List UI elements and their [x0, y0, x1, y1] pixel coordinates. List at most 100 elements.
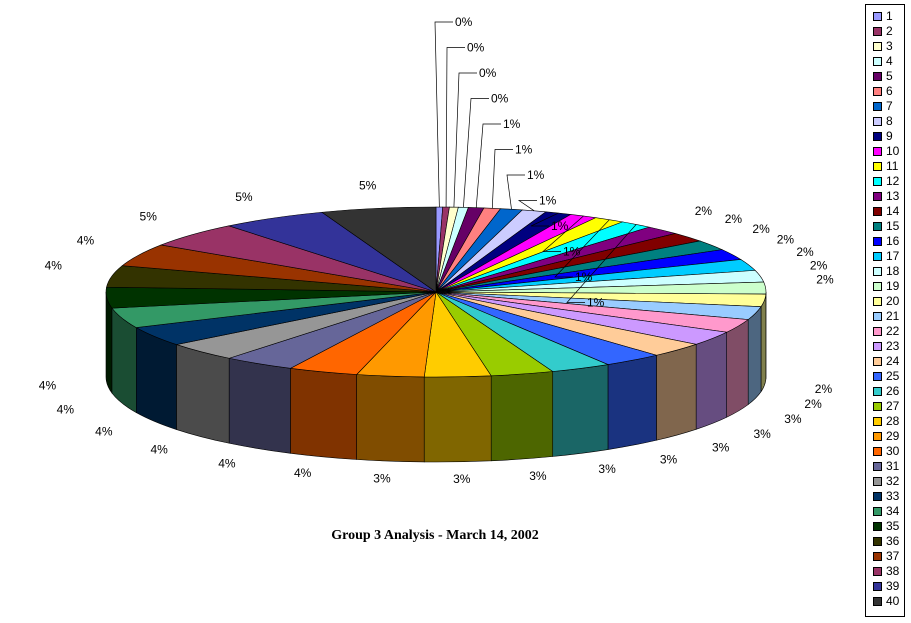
- legend-label-10: 10: [886, 144, 900, 158]
- legend-label-18: 18: [886, 264, 900, 278]
- legend-swatch-24: [873, 356, 882, 366]
- legend-item-6: 6: [873, 84, 893, 98]
- data-label-32: 4%: [150, 443, 168, 457]
- data-label-3: 0%: [479, 66, 497, 80]
- data-label-35: 4%: [39, 379, 57, 393]
- legend-item-10: 10: [873, 144, 899, 158]
- legend-item-11: 11: [873, 159, 898, 173]
- data-label-1: 0%: [455, 15, 473, 29]
- pie-slice-side-27: [490, 371, 554, 462]
- legend-label-40: 40: [886, 594, 900, 608]
- legend-swatch-9: [873, 131, 882, 141]
- legend-label-23: 23: [886, 339, 900, 353]
- data-label-31: 4%: [218, 457, 236, 471]
- legend-label-31: 31: [886, 459, 900, 473]
- data-label-17: 2%: [796, 245, 814, 259]
- legend-swatch-10: [873, 146, 882, 156]
- legend-swatch-40: [873, 596, 882, 606]
- legend-item-19: 19: [873, 279, 899, 293]
- leader-line-6: [491, 149, 513, 209]
- leader-line-4: [463, 98, 489, 208]
- data-label-27: 3%: [529, 469, 547, 483]
- pie-slice-side-28: [423, 375, 492, 463]
- legend-label-4: 4: [886, 54, 893, 68]
- legend-swatch-15: [873, 221, 882, 231]
- legend-label-34: 34: [886, 504, 900, 518]
- data-label-8: 1%: [539, 194, 557, 208]
- legend-item-18: 18: [873, 264, 899, 278]
- data-label-37: 4%: [77, 233, 95, 247]
- legend-swatch-30: [873, 446, 882, 456]
- legend-item-39: 39: [873, 579, 899, 593]
- legend-item-3: 3: [873, 39, 893, 53]
- legend-label-27: 27: [886, 399, 900, 413]
- legend-swatch-18: [873, 266, 882, 276]
- legend-swatch-25: [873, 371, 882, 381]
- data-label-38: 5%: [140, 209, 158, 223]
- legend-swatch-17: [873, 251, 882, 261]
- legend-item-12: 12: [873, 174, 899, 188]
- legend-item-30: 30: [873, 444, 899, 458]
- legend-swatch-36: [873, 536, 882, 546]
- legend-item-9: 9: [873, 129, 893, 143]
- leader-line-1: [434, 21, 453, 208]
- leader-line-12: [566, 224, 637, 303]
- legend-item-1: 1: [873, 9, 893, 23]
- legend-label-5: 5: [886, 69, 893, 83]
- legend-swatch-39: [873, 581, 882, 591]
- data-label-19: 2%: [816, 272, 834, 286]
- legend-label-19: 19: [886, 279, 900, 293]
- data-label-22: 3%: [784, 412, 802, 426]
- data-label-34: 4%: [57, 403, 75, 417]
- pie-slice-side-31: [228, 357, 291, 454]
- legend-item-7: 7: [873, 99, 893, 113]
- legend-swatch-38: [873, 566, 882, 576]
- legend-label-2: 2: [886, 24, 893, 38]
- pie-slice-side-20: [760, 294, 767, 393]
- legend-item-26: 26: [873, 384, 899, 398]
- legend-swatch-8: [873, 116, 882, 126]
- legend-swatch-16: [873, 236, 882, 246]
- data-label-12: 1%: [587, 296, 605, 310]
- legend-item-5: 5: [873, 69, 893, 83]
- legend-label-14: 14: [886, 204, 900, 218]
- pie-slice-side-30: [290, 367, 357, 460]
- leader-line-2: [445, 47, 465, 208]
- legend-item-22: 22: [873, 324, 899, 338]
- legend-label-38: 38: [886, 564, 900, 578]
- legend-swatch-26: [873, 386, 882, 396]
- pie-slice-side-22: [726, 318, 749, 418]
- legend-swatch-19: [873, 281, 882, 291]
- pie-slice-40: [321, 206, 437, 293]
- legend-label-24: 24: [886, 354, 900, 368]
- legend-label-3: 3: [886, 39, 893, 53]
- data-label-6: 1%: [515, 143, 533, 157]
- legend-item-14: 14: [873, 204, 899, 218]
- data-label-2: 0%: [467, 41, 485, 55]
- legend-swatch-31: [873, 461, 882, 471]
- legend-swatch-4: [873, 56, 882, 66]
- legend-swatch-13: [873, 191, 882, 201]
- legend-swatch-5: [873, 71, 882, 81]
- legend-label-20: 20: [886, 294, 900, 308]
- legend-label-36: 36: [886, 534, 900, 548]
- data-label-26: 3%: [598, 462, 616, 476]
- legend-label-30: 30: [886, 444, 900, 458]
- legend-item-37: 37: [873, 549, 899, 563]
- data-label-7: 1%: [527, 168, 545, 182]
- pie-slice-side-23: [695, 331, 727, 430]
- legend-label-33: 33: [886, 489, 900, 503]
- legend-item-13: 13: [873, 189, 899, 203]
- data-label-40: 5%: [359, 178, 377, 192]
- legend-label-6: 6: [886, 84, 893, 98]
- legend-swatch-34: [873, 506, 882, 516]
- legend-label-17: 17: [886, 249, 900, 263]
- pie-slice-side-32: [176, 344, 230, 444]
- legend-item-28: 28: [873, 414, 899, 428]
- pie-slice-side-21: [747, 305, 762, 406]
- legend-item-27: 27: [873, 399, 899, 413]
- data-label-14: 2%: [725, 212, 743, 226]
- legend-label-21: 21: [886, 309, 900, 323]
- legend-item-8: 8: [873, 114, 893, 128]
- data-label-30: 4%: [294, 466, 312, 480]
